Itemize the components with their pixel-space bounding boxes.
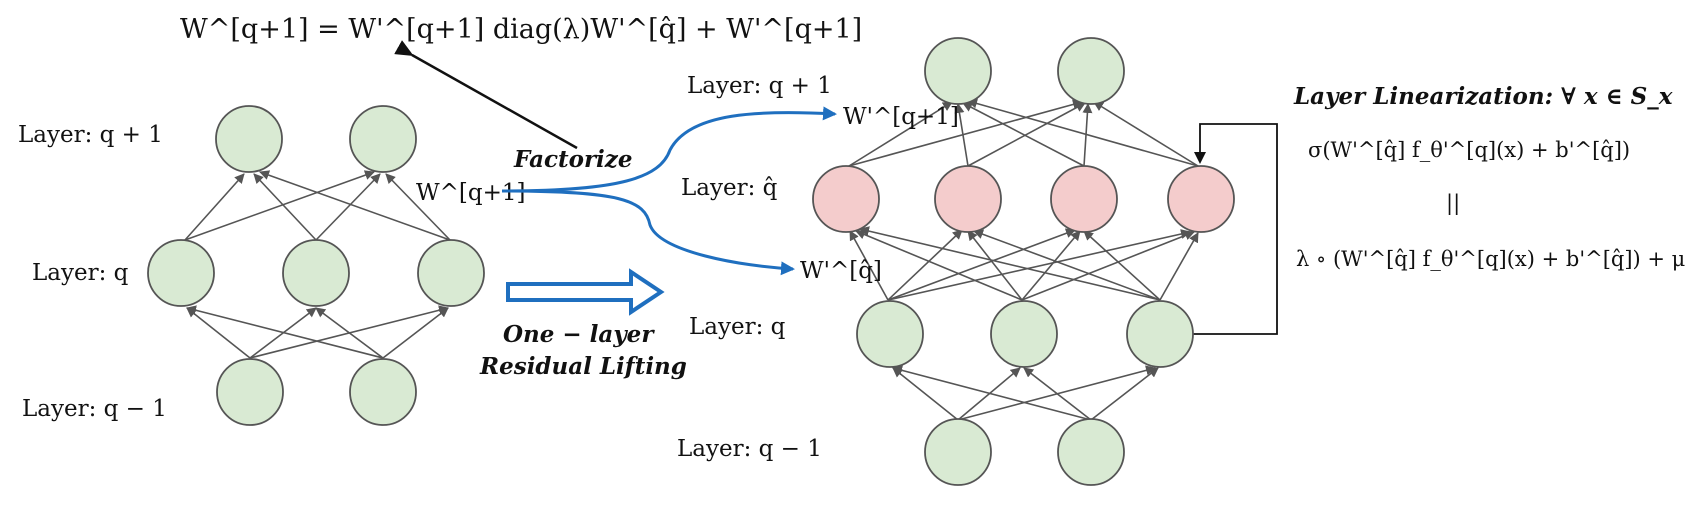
right-node-hat-4 (1167, 165, 1235, 233)
right-edge (1093, 101, 1199, 167)
right-node-mid-3 (1126, 300, 1194, 368)
left-label-mid: Layer: q (32, 260, 129, 286)
linearization-equals: || (1446, 191, 1460, 216)
left-label-top: Layer: q + 1 (18, 122, 163, 148)
left-node-mid-2 (282, 239, 350, 307)
right-node-bottom-1 (924, 418, 992, 486)
left-edge (184, 170, 375, 241)
right-edge (1021, 230, 1081, 301)
right-edge (954, 103, 969, 167)
right-node-hat-3 (1050, 165, 1118, 233)
right-edge (967, 102, 1086, 167)
right-node-mid-1 (856, 300, 924, 368)
right-edge (855, 229, 1023, 301)
left-edge (315, 173, 381, 241)
right-edge (1023, 367, 1092, 421)
factorization-equation: W^[q+1] = W'^[q+1] diag(λ)W'^[q̂] + W'^[… (180, 14, 862, 45)
left-label-bottom: Layer: q − 1 (22, 396, 167, 422)
factorize-curve-top (501, 106, 837, 193)
right-edge (848, 101, 953, 167)
left-node-bottom-1 (216, 358, 284, 426)
right-edge (967, 230, 1023, 301)
right-edge (1021, 230, 1195, 301)
lifting-label-line1: One − layer (503, 321, 655, 348)
right-node-mid-2 (990, 300, 1058, 368)
right-label-mid: Layer: q (689, 314, 786, 340)
right-node-top-2 (1057, 37, 1125, 105)
left-edge (184, 173, 245, 241)
right-edge (849, 230, 889, 301)
right-edge (848, 99, 1083, 167)
right-node-top-1 (924, 37, 992, 105)
left-edge (385, 173, 451, 241)
right-node-hat-2 (934, 165, 1002, 233)
right-weight-top: W'^[q+1] (843, 104, 959, 130)
right-edge (887, 228, 1076, 301)
factorize-arrow (394, 40, 578, 150)
right-edge (887, 229, 963, 301)
left-edge (186, 307, 251, 359)
right-edge (1083, 230, 1161, 301)
left-edge (382, 307, 449, 359)
right-label-top: Layer: q + 1 (687, 73, 832, 99)
right-edge (967, 98, 1199, 167)
left-node-top-2 (349, 105, 417, 173)
right-edge (962, 102, 1085, 167)
left-edge (315, 307, 384, 359)
factorize-label: Factorize (513, 146, 633, 173)
right-label-bottom: Layer: q − 1 (677, 436, 822, 462)
left-edge (253, 173, 317, 241)
right-edge (887, 229, 1191, 301)
left-edge (259, 170, 451, 241)
right-edge (1090, 367, 1159, 421)
right-node-hat-1 (812, 165, 880, 233)
right-edge (973, 229, 1161, 301)
linearization-title: Layer Linearization: ∀ x ∈ S_x (1293, 83, 1673, 110)
residual-lifting-arrow (506, 268, 665, 316)
left-node-mid-3 (417, 239, 485, 307)
left-edge (186, 305, 384, 359)
right-node-bottom-2 (1057, 418, 1125, 486)
right-weight-bottom: W'^[q̂] (800, 258, 882, 284)
right-edge (892, 365, 1092, 421)
right-edge (859, 226, 1161, 301)
factorize-curve-bottom (501, 189, 795, 276)
right-network: Layer: q + 1 Layer: q̂ Layer: q Layer: q… (677, 37, 1278, 486)
lifting-label-line2: Residual Lifting (479, 353, 687, 380)
left-node-top-1 (215, 105, 283, 173)
left-network: Layer: q + 1 Layer: q Layer: q − 1 W^[q+… (18, 105, 526, 426)
right-edge (892, 367, 959, 421)
left-node-mid-1 (147, 239, 215, 307)
left-weight-label: W^[q+1] (416, 180, 526, 206)
linearization-feedback-arrow (1193, 123, 1278, 335)
right-label-hat: Layer: q̂ (681, 175, 778, 201)
linearization-line1: σ(W'^[q̂] f_θ'^[q](x) + b'^[q̂]) (1308, 138, 1630, 162)
left-node-bottom-2 (349, 358, 417, 426)
right-edge (1159, 232, 1199, 301)
linearization-line2: λ ∘ (W'^[q̂] f_θ'^[q](x) + b'^[q̂]) + μ (1296, 247, 1685, 271)
linearization-block: Layer Linearization: ∀ x ∈ S_x σ(W'^[q̂]… (1293, 83, 1685, 271)
